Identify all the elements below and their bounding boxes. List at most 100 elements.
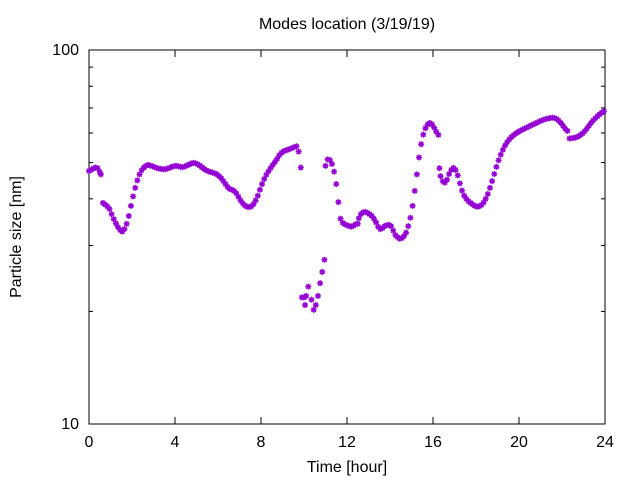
data-point (284, 146, 291, 153)
data-point (497, 151, 504, 158)
data-point (370, 215, 377, 222)
data-point (519, 126, 526, 133)
data-point (433, 128, 440, 135)
data-point (319, 268, 326, 275)
data-point (335, 199, 342, 206)
data-point (560, 122, 567, 129)
data-point (203, 167, 210, 174)
data-point (235, 193, 242, 200)
data-point (536, 118, 543, 125)
x-axis-label: Time [hour] (307, 459, 387, 476)
data-point (583, 125, 590, 132)
data-point (407, 214, 414, 221)
data-point (233, 190, 240, 197)
data-point (123, 220, 130, 227)
x-tick-label: 8 (257, 434, 266, 451)
data-point (441, 179, 448, 186)
data-point (310, 306, 317, 313)
data-point (256, 186, 263, 193)
data-point (328, 160, 335, 167)
data-point (220, 178, 227, 185)
data-point (517, 127, 524, 134)
data-point (480, 199, 487, 206)
data-point (504, 139, 511, 146)
data-point (228, 186, 235, 193)
chart-title: Modes location (3/19/19) (259, 16, 435, 33)
data-point (428, 121, 435, 128)
data-point (381, 223, 388, 230)
data-point (375, 223, 382, 230)
data-point (291, 144, 298, 151)
data-point (540, 116, 547, 123)
data-point (263, 171, 270, 178)
x-tick-label: 12 (338, 434, 356, 451)
x-tick-label: 4 (171, 434, 180, 451)
data-markers (86, 108, 607, 313)
data-point (295, 148, 302, 155)
data-point (506, 136, 513, 143)
data-point (271, 158, 278, 165)
data-point (246, 204, 253, 211)
data-point (409, 202, 416, 209)
data-point (463, 195, 470, 202)
data-point (265, 168, 272, 175)
data-point (478, 202, 485, 209)
data-point (400, 233, 407, 240)
data-point (119, 228, 126, 235)
data-point (555, 117, 562, 124)
data-point (521, 125, 528, 132)
y-axis-ticks: 10 100 (52, 42, 605, 433)
data-point (523, 124, 530, 131)
data-point (314, 292, 321, 299)
data-point (588, 119, 595, 126)
data-point (252, 197, 259, 204)
data-point (183, 162, 190, 169)
data-point (368, 212, 375, 219)
data-point (416, 154, 423, 161)
data-point (484, 191, 491, 198)
data-point (115, 224, 122, 231)
data-point (436, 165, 443, 172)
data-point (112, 220, 119, 227)
data-point (86, 167, 92, 174)
data-point (525, 123, 532, 130)
data-point (293, 143, 300, 150)
data-point (390, 227, 397, 234)
data-point (437, 173, 444, 180)
data-point (132, 184, 139, 191)
data-point (149, 163, 156, 170)
data-point (166, 164, 173, 171)
data-point (459, 187, 466, 194)
data-point (237, 197, 244, 204)
y-tick-label: 100 (52, 42, 79, 59)
data-point (280, 148, 287, 155)
data-point (590, 117, 597, 124)
x-tick-label: 24 (596, 434, 614, 451)
data-point (125, 212, 132, 219)
data-point (326, 157, 333, 164)
data-point (185, 161, 192, 168)
data-point (502, 142, 509, 149)
data-point (331, 168, 338, 175)
data-point (108, 211, 115, 218)
data-point (97, 171, 104, 178)
data-point (435, 131, 442, 138)
data-point (276, 152, 283, 159)
data-point (231, 187, 238, 194)
data-point (302, 302, 309, 309)
data-point (134, 177, 141, 184)
data-point (138, 167, 145, 174)
data-point (495, 157, 502, 164)
data-point (355, 215, 362, 222)
data-point (259, 181, 266, 188)
data-point (136, 171, 143, 178)
data-point (585, 122, 592, 129)
data-point (564, 127, 571, 134)
data-point (250, 201, 257, 208)
data-point (94, 165, 101, 172)
data-point (452, 166, 459, 173)
data-point (482, 195, 489, 202)
data-point (403, 229, 410, 236)
